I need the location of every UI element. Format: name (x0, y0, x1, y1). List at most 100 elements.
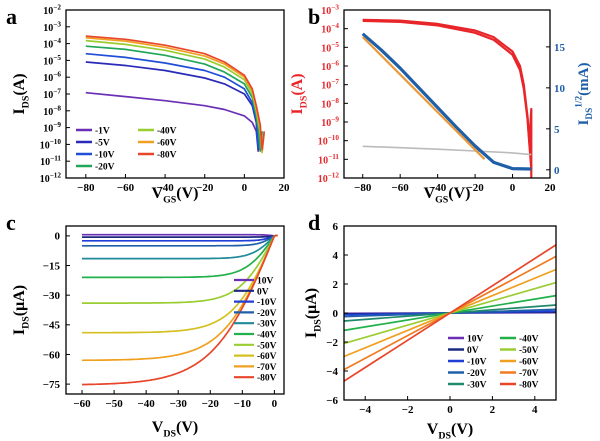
y-tick-label: 10−3 (321, 4, 339, 18)
y-tick-label: 0 (333, 308, 339, 320)
y-tick-label: 6 (333, 221, 339, 233)
series-line-20v (85, 45, 264, 152)
series-line-60v (82, 234, 278, 334)
y-tick-label: 10−12 (40, 172, 62, 186)
y-tick-label: 10−11 (318, 153, 339, 167)
legend-label: -30V (467, 381, 487, 391)
x-tick-label: 20 (545, 182, 557, 194)
legend-label: -80V (257, 374, 277, 384)
series-line-reverse (362, 19, 533, 170)
x-tick-label: −20 (202, 398, 220, 410)
series-line-40v (82, 234, 278, 279)
x-tick-label: −30 (170, 398, 188, 410)
x-tick-label: −20 (196, 182, 214, 194)
y-tick-label: −2 (326, 337, 338, 349)
panel-letter-b: b (308, 4, 320, 29)
y-tick-label: −6 (326, 395, 338, 407)
y2-tick-label: 10 (554, 83, 566, 95)
x-axis-label: VGS(V) (424, 185, 471, 205)
series-line-sqrt (361, 32, 532, 171)
panel-letter-d: d (308, 210, 320, 235)
legend-label: 0V (257, 287, 269, 297)
y-tick-label: −60 (43, 349, 61, 361)
y-tick-label: 10−9 (321, 116, 339, 130)
legend-label: -70V (519, 369, 539, 379)
legend-label: 10V (257, 277, 274, 287)
y-tick-label: 10−10 (318, 134, 340, 148)
series-line-0v (82, 234, 278, 238)
y-tick-label: −4 (326, 366, 338, 378)
x-tick-label: 0 (510, 182, 516, 194)
legend-label: -60V (257, 352, 277, 362)
series-line-10v (82, 233, 278, 237)
y-tick-label: −30 (43, 290, 61, 302)
x-tick-label: −60 (392, 182, 410, 194)
y2-tick-label: 5 (554, 124, 560, 136)
x-tick-label: −50 (105, 398, 123, 410)
y-axis-label: IDS(A) (11, 73, 31, 114)
legend-label: 0V (467, 346, 479, 356)
x-tick-label: −80 (354, 182, 372, 194)
x-tick-label: 4 (532, 404, 538, 416)
x-tick-label: −10 (234, 398, 252, 410)
plot-frame (65, 225, 285, 395)
legend-label: -50V (519, 346, 539, 356)
legend-label: -70V (257, 363, 277, 373)
legend-label: -10V (95, 151, 115, 161)
y-tick-label: 10−6 (43, 71, 61, 85)
legend-label: -20V (95, 163, 115, 173)
x-tick-label: −40 (156, 182, 174, 194)
series-line-80v (343, 244, 557, 382)
y-tick-label: 10−5 (43, 54, 61, 68)
x-tick-label: 0 (272, 398, 278, 410)
y-tick-label: −75 (43, 379, 61, 391)
legend-label: -60V (157, 139, 177, 149)
y-tick-label: 10−6 (321, 60, 339, 74)
legend-label: 10V (467, 335, 484, 345)
x-tick-label: −60 (117, 182, 135, 194)
y-tick-label: 10−3 (43, 20, 61, 34)
series-line-70v (82, 234, 278, 362)
series-line-10v (85, 52, 262, 149)
y-tick-label: 10−12 (318, 172, 340, 186)
x-tick-label: −20 (466, 182, 484, 194)
legend-label: -80V (519, 381, 539, 391)
legend-label: -10V (467, 358, 487, 368)
y-tick-label: 10−11 (40, 155, 61, 169)
panel-letter-a: a (6, 4, 17, 29)
series-line-10v (82, 234, 278, 242)
series-line-80v (81, 234, 278, 386)
legend-label: -40V (519, 335, 539, 345)
series-line-80v (85, 35, 266, 151)
y-tick-label: 10−9 (43, 121, 61, 135)
y2-axis-label: IDS1/2(mA) (575, 63, 596, 126)
legend-label: -20V (257, 309, 277, 319)
y-axis-label: IDS(μA) (11, 285, 31, 335)
series-line-gate (362, 145, 532, 156)
x-tick-label: 2 (490, 404, 496, 416)
x-tick-label: 20 (279, 182, 291, 194)
series-line-fit (361, 36, 486, 160)
legend-label: -5V (95, 139, 110, 149)
y-tick-label: 10−4 (43, 37, 61, 51)
y-tick-label: 10−8 (43, 104, 61, 118)
plot-frame (343, 9, 551, 179)
y-tick-label: 10−4 (321, 22, 339, 36)
y-tick-label: −15 (43, 260, 61, 272)
y2-tick-label: 15 (554, 42, 566, 54)
y-axis-label: IDS(μA) (303, 288, 323, 338)
series-line-50v (82, 234, 278, 304)
legend-label: -40V (257, 331, 277, 341)
series-line-20v (82, 234, 278, 247)
legend-label: -10V (257, 298, 277, 308)
chart-panel-a: −80 −60 −40 −20 0 20 10−12 10−11 10−10 10−9 10−8 10… (6, 4, 290, 206)
legend-label: -40V (157, 127, 177, 137)
x-axis-label: VDS(V) (152, 419, 198, 439)
y-tick-label: 10−8 (321, 97, 339, 111)
series-line-forward (362, 18, 533, 178)
legend-label: -1V (95, 127, 110, 137)
x-tick-label: −40 (429, 182, 447, 194)
chart-panel-d: −4 −2 0 2 4 −6 −4 −2 0 2 4 6 10V -40V 0V -50V -10V -60V -2… (303, 210, 557, 441)
x-tick-label: −2 (402, 404, 414, 416)
